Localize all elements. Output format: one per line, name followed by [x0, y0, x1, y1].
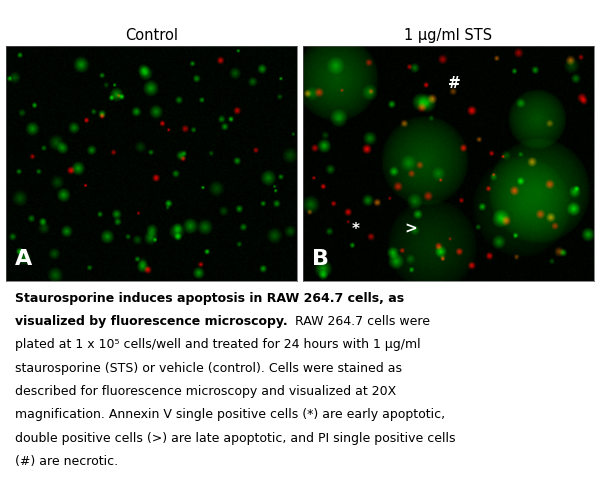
Text: Staurosporine induces apoptosis in RAW 264.7 cells, as: Staurosporine induces apoptosis in RAW 2…: [15, 291, 404, 304]
Text: #: #: [448, 76, 461, 91]
Text: described for fluorescence microscopy and visualized at 20X: described for fluorescence microscopy an…: [15, 385, 396, 398]
Text: RAW 264.7 cells were: RAW 264.7 cells were: [290, 315, 430, 328]
Text: staurosporine (STS) or vehicle (control). Cells were stained as: staurosporine (STS) or vehicle (control)…: [15, 362, 402, 375]
Text: A: A: [15, 249, 32, 269]
Text: visualized by fluorescence microscopy.: visualized by fluorescence microscopy.: [15, 315, 287, 328]
Text: double positive cells (>) are late apoptotic, and PI single positive cells: double positive cells (>) are late apopt…: [15, 432, 455, 445]
Text: Control: Control: [125, 28, 178, 43]
Text: (#) are necrotic.: (#) are necrotic.: [15, 455, 118, 468]
Text: plated at 1 x 10⁵ cells/well and treated for 24 hours with 1 μg/ml: plated at 1 x 10⁵ cells/well and treated…: [15, 338, 421, 351]
Text: magnification. Annexin V single positive cells (*) are early apoptotic,: magnification. Annexin V single positive…: [15, 408, 445, 421]
Text: >: >: [404, 222, 417, 237]
Text: *: *: [352, 222, 359, 237]
Text: B: B: [312, 249, 329, 269]
Text: 1 μg/ml STS: 1 μg/ml STS: [404, 28, 493, 43]
